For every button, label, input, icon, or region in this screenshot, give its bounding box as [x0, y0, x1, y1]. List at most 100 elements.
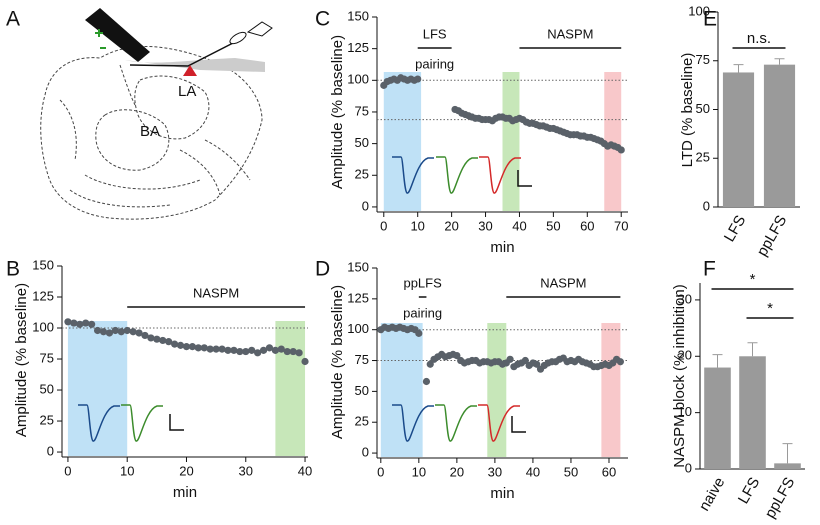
x-tick-label: 70 [614, 218, 628, 233]
data-point [99, 328, 108, 336]
x-tick-label: 20 [179, 463, 193, 478]
outline [134, 75, 210, 140]
data-point [295, 349, 303, 357]
bar [739, 356, 766, 469]
y-axis-label: Amplitude (% baseline) [329, 35, 346, 189]
annotation: NASPM [540, 275, 586, 290]
sample-trace [392, 156, 434, 194]
data-point [617, 146, 625, 154]
data-point [242, 347, 250, 356]
y-tick-label: 100 [32, 319, 54, 334]
panel-a-diagram: A LA BA [6, 8, 273, 220]
x-tick-label: 40 [512, 218, 526, 233]
y-tick-label: 30 [678, 291, 692, 306]
error-bar [747, 342, 758, 357]
data-point [165, 338, 173, 346]
panel-label: B [6, 258, 20, 281]
x-tick-label: 30 [478, 218, 492, 233]
x-tick-label: LFS [735, 474, 763, 506]
y-tick-label: 0 [703, 198, 710, 213]
data-point [76, 320, 84, 328]
annotation: * [750, 271, 756, 288]
data-point [259, 346, 268, 354]
x-tick-label: 50 [564, 464, 578, 479]
sample-trace [436, 156, 478, 194]
data-point [248, 346, 256, 354]
data-point [141, 331, 149, 340]
data-point [64, 318, 72, 326]
annotation: pairing [415, 56, 454, 71]
data-point [82, 319, 90, 327]
data-point [254, 349, 262, 357]
y-axis-label: Amplitude (% baseline) [13, 283, 30, 437]
y-tick-label: 50 [355, 135, 369, 150]
shaded-period [67, 321, 128, 456]
panel-label: E [703, 8, 717, 31]
x-axis-label: min [173, 484, 197, 501]
y-tick-label: 50 [355, 383, 369, 398]
sample-trace [121, 404, 163, 442]
region-label: BA [140, 123, 160, 140]
panel-label: F [703, 258, 716, 281]
panel-label: C [315, 8, 330, 31]
y-tick-label: 100 [347, 321, 369, 336]
sample-trace [392, 404, 434, 442]
data-point [236, 347, 244, 356]
y-tick-label: 75 [355, 103, 369, 118]
y-tick-label: 50 [696, 101, 710, 116]
y-tick-label: 20 [678, 348, 692, 363]
error-bar [774, 58, 785, 65]
neuron [183, 65, 197, 76]
sample-trace [478, 404, 520, 442]
data-point [224, 346, 232, 354]
data-point [129, 328, 137, 336]
data-point [212, 345, 220, 353]
x-tick-label: naive [696, 474, 729, 514]
y-tick-label: 0 [362, 445, 369, 460]
y-tick-label: 25 [40, 412, 54, 427]
x-tick-label: 0 [377, 464, 384, 479]
data-point [422, 377, 431, 386]
data-point [414, 75, 422, 83]
x-tick-label: 30 [488, 464, 502, 479]
annotation: ppLFS [403, 275, 442, 290]
sample-trace [479, 156, 521, 194]
data-point [105, 329, 114, 337]
y-tick-label: 150 [32, 257, 54, 272]
panel-label: D [315, 258, 330, 281]
shaded-period [275, 321, 306, 456]
data-point [415, 329, 423, 337]
y-tick-label: 25 [355, 414, 369, 429]
y-tick-label: 50 [40, 381, 54, 396]
y-tick-label: 150 [347, 259, 369, 274]
y-tick-label: 0 [362, 198, 369, 213]
data-point [147, 334, 155, 342]
x-tick-label: 40 [298, 463, 312, 478]
electrode [85, 8, 150, 62]
x-tick-label: 30 [239, 463, 253, 478]
y-tick-label: 150 [347, 8, 369, 23]
data-point [289, 347, 297, 356]
region-label: LA [178, 83, 196, 100]
shaded-period [380, 323, 423, 457]
scale-bar [511, 416, 526, 433]
x-tick-label: 10 [410, 218, 424, 233]
annotation: NASPM [547, 26, 593, 41]
data-point [521, 356, 529, 365]
x-tick-label: ppLFS [754, 212, 791, 259]
data-point [188, 343, 197, 351]
shaded-period [383, 72, 422, 211]
x-tick-label: 10 [120, 463, 134, 478]
error-bar [733, 64, 744, 73]
annotation: pairing [403, 305, 442, 320]
x-tick-label: 20 [444, 218, 458, 233]
data-point [265, 344, 274, 352]
error-bar [782, 443, 793, 464]
data-point [171, 340, 179, 348]
y-axis-label: NASPM block (% inhibition) [671, 284, 688, 467]
annotation: LFS [423, 26, 447, 41]
data-point [176, 341, 185, 349]
data-point [616, 358, 624, 366]
x-tick-label: LFS [721, 212, 749, 244]
